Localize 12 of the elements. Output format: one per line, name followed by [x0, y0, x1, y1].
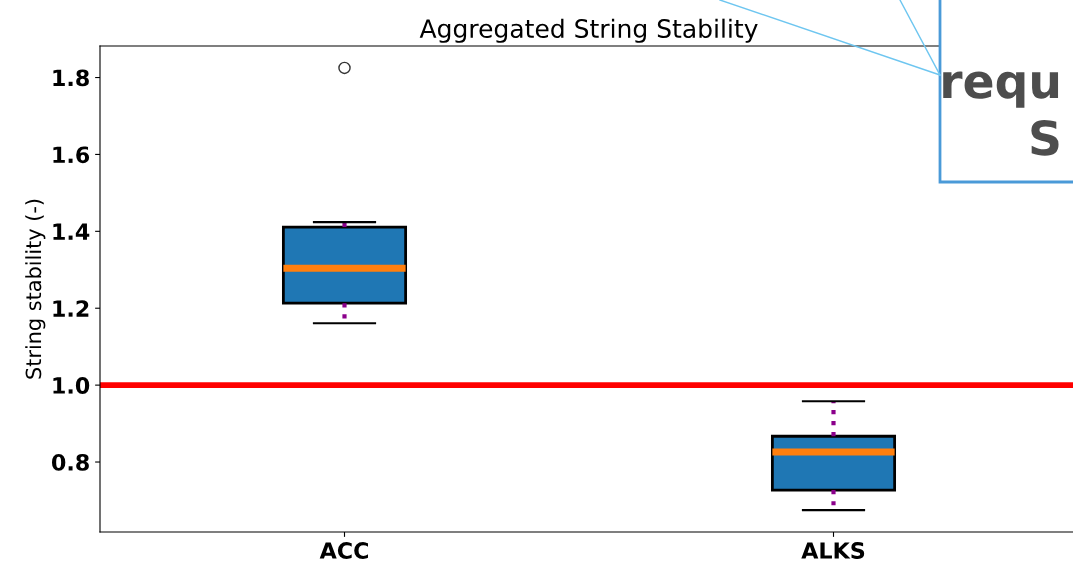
y-tick-label: 1.4: [53, 223, 90, 240]
y-tick-label: 1.0: [53, 377, 90, 394]
x-tick-label: ALKS: [801, 542, 865, 559]
y-tick-label: 1.8: [53, 69, 89, 87]
y-axis-title: String stability (-): [25, 199, 46, 379]
annotation: S: [1031, 119, 1059, 156]
y-tick-label: 1.2: [53, 300, 89, 317]
x-tick-label: ACC: [319, 542, 368, 559]
y-tick-label: 0.8: [51, 453, 89, 471]
y-tick-label: 1.6: [53, 146, 90, 164]
chart-title: Aggregated String Stability: [419, 18, 758, 43]
annotation: requ: [943, 71, 1059, 108]
